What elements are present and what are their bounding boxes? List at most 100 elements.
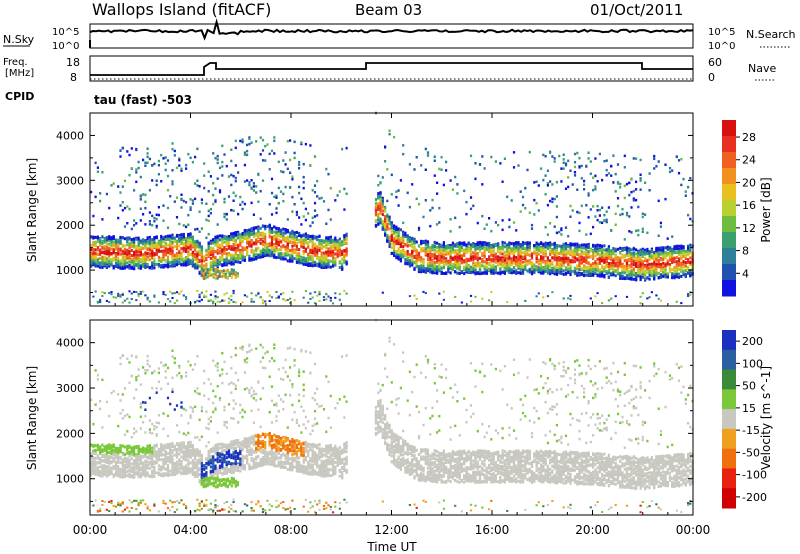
power-cell [96, 264, 99, 268]
power-cell [277, 233, 280, 236]
power-cell [209, 299, 212, 302]
power-cell [451, 243, 454, 247]
power-cell [101, 171, 104, 174]
power-cell [218, 300, 222, 303]
power-cell [277, 248, 280, 252]
power-cell [571, 259, 574, 263]
power-cell [404, 231, 407, 235]
power-cell [119, 155, 122, 158]
power-cell [119, 204, 122, 207]
power-cell [212, 302, 215, 305]
power-cell [114, 244, 118, 248]
power-cell [153, 263, 156, 266]
power-cell [390, 252, 393, 255]
power-cell [549, 243, 552, 246]
power-cell [585, 252, 588, 256]
power-cell [164, 244, 167, 248]
power-cell [476, 264, 479, 268]
power-cell [203, 162, 206, 165]
power-cell [225, 258, 228, 262]
power-cell [413, 294, 416, 297]
power-cell [268, 242, 271, 246]
power-cell [384, 228, 387, 232]
power-cell [270, 244, 274, 248]
power-cell [506, 257, 509, 261]
power-cell [214, 198, 217, 202]
power-cell [241, 140, 244, 144]
power-cell [329, 253, 332, 257]
power-cell [264, 250, 267, 254]
power-cell [406, 240, 409, 243]
power-cell [596, 273, 599, 277]
power-cell [417, 268, 421, 272]
power-cell [422, 249, 425, 253]
power-cell [144, 164, 147, 167]
power-cell [250, 244, 253, 248]
freq-label-2: [MHz] [5, 68, 34, 79]
power-cell [291, 232, 294, 236]
power-cell [90, 244, 93, 248]
power-cell [309, 292, 312, 295]
power-cell [94, 248, 97, 252]
power-cell [589, 172, 592, 175]
power-cell [325, 222, 328, 225]
power-cell [207, 241, 210, 245]
power-cell [221, 248, 224, 252]
power-cell [130, 266, 133, 270]
power-cell [198, 300, 201, 303]
power-cell [413, 256, 416, 259]
power-cell [257, 200, 260, 203]
power-cell [619, 258, 622, 262]
power-cell [189, 234, 192, 238]
power-cell [417, 251, 421, 255]
power-cell [151, 250, 154, 254]
power-cell [94, 161, 97, 165]
power-cell [110, 247, 113, 251]
power-cell [282, 238, 285, 242]
power-cell [526, 253, 529, 257]
power-cell [169, 238, 172, 242]
power-cell [607, 245, 610, 249]
power-cell [537, 262, 540, 266]
power-cell [148, 254, 151, 258]
power-cell [329, 238, 332, 241]
power-cell [592, 265, 595, 269]
power-cell [345, 241, 348, 245]
power-cell [537, 184, 540, 187]
power-cell [402, 152, 405, 156]
power-cell [175, 216, 179, 219]
power-cell [221, 174, 224, 177]
power-cell [126, 243, 129, 247]
power-cell [209, 293, 212, 296]
power-cell [223, 249, 226, 252]
power-cell [284, 239, 287, 243]
power-cell [528, 241, 531, 245]
power-cell [316, 248, 319, 252]
power-cell [429, 249, 432, 253]
power-cell [564, 162, 568, 165]
power-cell [241, 301, 244, 304]
power-cell [252, 300, 255, 303]
power-cell [268, 251, 271, 255]
power-cell [133, 259, 136, 263]
power-cell [133, 253, 136, 257]
power-cell [390, 242, 393, 246]
power-cell [535, 244, 538, 248]
power-cell [320, 245, 323, 249]
power-cell [447, 252, 450, 256]
power-cell [234, 231, 237, 235]
power-cell [569, 260, 572, 263]
power-cell [510, 268, 513, 272]
power-cell [393, 225, 396, 229]
power-cell [601, 248, 604, 252]
power-cell [300, 257, 303, 261]
power-cell [555, 195, 558, 198]
power-cell [546, 233, 549, 236]
power-cell [241, 236, 244, 239]
power-cell [447, 263, 450, 267]
power-cell [334, 258, 337, 262]
power-cell [108, 301, 111, 304]
power-cell [146, 298, 149, 301]
power-cell [474, 295, 477, 298]
power-cell [612, 181, 615, 184]
